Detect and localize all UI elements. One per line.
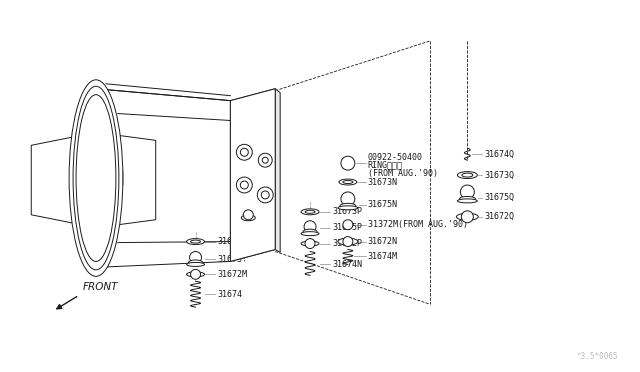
Circle shape	[461, 211, 474, 223]
Text: (FROM AUG.'90): (FROM AUG.'90)	[368, 169, 438, 177]
Ellipse shape	[303, 229, 317, 234]
Text: 31674Q: 31674Q	[484, 150, 515, 159]
Ellipse shape	[74, 89, 118, 267]
Text: FRONT: FRONT	[83, 282, 118, 292]
Ellipse shape	[343, 180, 353, 183]
Circle shape	[262, 157, 268, 163]
Circle shape	[305, 238, 315, 248]
Circle shape	[241, 181, 248, 189]
Circle shape	[259, 153, 272, 167]
Text: 31674N: 31674N	[332, 260, 362, 269]
Ellipse shape	[462, 173, 473, 177]
Circle shape	[460, 185, 474, 199]
Ellipse shape	[301, 241, 319, 246]
Circle shape	[191, 269, 200, 279]
Circle shape	[236, 177, 252, 193]
Text: 31674: 31674	[218, 290, 243, 299]
Text: 31675: 31675	[218, 255, 243, 264]
Text: 00922-50400: 00922-50400	[368, 153, 423, 162]
Text: 31675P: 31675P	[332, 223, 362, 232]
Ellipse shape	[187, 272, 205, 277]
Text: 31673P: 31673P	[332, 207, 362, 216]
Ellipse shape	[458, 171, 477, 179]
Circle shape	[261, 191, 269, 199]
Circle shape	[243, 210, 253, 220]
Polygon shape	[31, 132, 156, 228]
Text: 31372M(FROM AUG.'90): 31372M(FROM AUG.'90)	[368, 220, 468, 229]
Ellipse shape	[73, 86, 119, 270]
Text: 31673N: 31673N	[368, 177, 398, 186]
Ellipse shape	[460, 196, 476, 201]
Circle shape	[304, 221, 316, 232]
Ellipse shape	[338, 238, 358, 245]
Ellipse shape	[187, 262, 205, 266]
Text: 31673Q: 31673Q	[484, 171, 515, 180]
Ellipse shape	[340, 203, 356, 208]
Ellipse shape	[191, 240, 200, 243]
Text: 31672N: 31672N	[368, 237, 398, 246]
Circle shape	[341, 156, 355, 170]
Ellipse shape	[339, 179, 357, 185]
Text: 31672M: 31672M	[218, 270, 248, 279]
Polygon shape	[230, 89, 275, 262]
Circle shape	[257, 187, 273, 203]
Ellipse shape	[189, 260, 202, 265]
Ellipse shape	[69, 80, 123, 276]
Text: RINGリング: RINGリング	[368, 161, 403, 170]
Polygon shape	[230, 89, 275, 262]
Text: 31675Q: 31675Q	[484, 193, 515, 202]
Text: 31672P: 31672P	[332, 239, 362, 248]
Ellipse shape	[187, 238, 205, 244]
Ellipse shape	[301, 209, 319, 215]
Circle shape	[343, 237, 353, 247]
Ellipse shape	[458, 199, 477, 203]
Ellipse shape	[241, 215, 255, 221]
Text: 31672Q: 31672Q	[484, 212, 515, 221]
Circle shape	[236, 144, 252, 160]
Circle shape	[341, 192, 355, 206]
Polygon shape	[275, 89, 280, 253]
Circle shape	[241, 148, 248, 156]
Text: 31673M: 31673M	[218, 237, 248, 246]
Circle shape	[343, 220, 353, 230]
Ellipse shape	[338, 206, 358, 210]
Ellipse shape	[305, 210, 315, 213]
Circle shape	[189, 251, 202, 263]
Ellipse shape	[76, 95, 116, 262]
Text: 31675N: 31675N	[368, 201, 398, 209]
Text: 31674M: 31674M	[368, 252, 398, 261]
Ellipse shape	[78, 106, 114, 250]
Ellipse shape	[301, 232, 319, 235]
Ellipse shape	[456, 213, 478, 220]
Text: ^3.5*0065: ^3.5*0065	[577, 352, 619, 361]
